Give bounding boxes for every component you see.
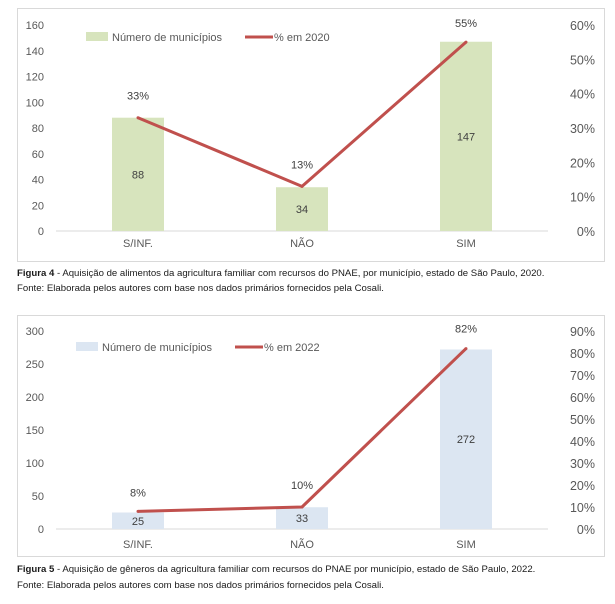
left-axis-tick-label: 200: [26, 392, 44, 404]
legend-line-label: % em 2022: [264, 342, 320, 354]
legend-bar-label: Número de municípios: [102, 342, 213, 354]
right-axis-tick-label: 0%: [577, 225, 595, 239]
bar-value-label: 33: [296, 513, 308, 525]
figure-4-caption: Figura 4 - Aquisição de alimentos da agr…: [17, 266, 544, 281]
right-axis-tick-label: 30%: [570, 457, 595, 471]
figure-5-source: Fonte: Elaborada pelos autores com base …: [17, 580, 384, 591]
percent-point: [464, 40, 468, 44]
left-axis-tick-label: 150: [26, 425, 44, 437]
right-axis-tick-label: 20%: [570, 479, 595, 493]
figure-4-svg: 0 20 40 60 80 100 120 140 160 0% 10% 20% 30% 40% 50% 60…: [26, 18, 595, 250]
right-axis-tick-label: 40%: [570, 88, 595, 102]
left-axis-tick-label: 20: [32, 200, 44, 212]
right-axis-tick-label: 50%: [570, 53, 595, 67]
percent-data-label: 33%: [127, 91, 149, 103]
right-axis-tick-label: 40%: [570, 435, 595, 449]
right-axis-tick-label: 50%: [570, 413, 595, 427]
left-axis-tick-label: 120: [26, 72, 44, 84]
left-axis-tick-label: 0: [38, 524, 44, 536]
figure-4-caption-text: - Aquisição de alimentos da agricultura …: [54, 268, 545, 279]
legend-bar-label: Número de municípios: [112, 32, 223, 44]
right-axis-tick-label: 70%: [570, 369, 595, 383]
figure-5-label: Figura 5: [17, 564, 55, 575]
bar: [440, 349, 492, 529]
percent-point: [464, 347, 468, 351]
legend-bar-swatch: [76, 342, 98, 351]
left-axis-tick-label: 50: [32, 491, 44, 503]
right-axis-tick-label: 60%: [570, 391, 595, 405]
left-axis-tick-label: 80: [32, 123, 44, 135]
right-axis-tick-label: 30%: [570, 122, 595, 136]
left-axis-tick-label: 100: [26, 458, 44, 470]
left-axis-tick-label: 300: [26, 326, 44, 338]
bar-value-label: 272: [457, 434, 475, 446]
percent-data-label: 55%: [455, 18, 477, 30]
category-label: S/INF.: [123, 238, 153, 250]
legend-bar-swatch: [86, 32, 108, 41]
figure-5-chart: 0 50 100 150 200 250 300 0% 10% 20% 30% 40% 50% 60% 70…: [17, 315, 605, 557]
left-axis-tick-label: 250: [26, 359, 44, 371]
category-label: S/INF.: [123, 539, 153, 551]
left-axis-tick-label: 140: [26, 46, 44, 58]
figure-4-chart: 0 20 40 60 80 100 120 140 160 0% 10% 20% 30% 40% 50% 60…: [17, 8, 605, 262]
figure-4-source: Fonte: Elaborada pelos autores com base …: [17, 283, 384, 294]
percent-data-label: 13%: [291, 159, 313, 171]
figure-5-caption-text: - Aquisição de gêneros da agricultura fa…: [54, 564, 536, 575]
right-axis-tick-label: 10%: [570, 191, 595, 205]
bar-value-label: 88: [132, 169, 144, 181]
right-axis-tick-label: 80%: [570, 347, 595, 361]
category-label: SIM: [456, 539, 476, 551]
left-axis-tick-label: 60: [32, 149, 44, 161]
percent-point: [136, 509, 140, 513]
left-axis-tick-label: 40: [32, 175, 44, 187]
category-label: SIM: [456, 238, 476, 250]
figure-5-caption: Figura 5 - Aquisição de gêneros da agric…: [17, 562, 535, 577]
right-axis-tick-label: 90%: [570, 325, 595, 339]
right-axis-tick-label: 60%: [570, 19, 595, 33]
right-axis-tick-label: 10%: [570, 501, 595, 515]
figure-5-svg: 0 50 100 150 200 250 300 0% 10% 20% 30% 40% 50% 60% 70…: [26, 324, 595, 551]
bar-value-label: 147: [457, 131, 475, 143]
right-axis-tick-label: 0%: [577, 523, 595, 537]
percent-point: [300, 505, 304, 509]
bar: [440, 41, 492, 231]
right-axis-tick-label: 20%: [570, 156, 595, 170]
percent-point: [300, 184, 304, 188]
percent-data-label: 8%: [130, 487, 146, 499]
bar: [276, 507, 328, 529]
bar: [112, 512, 164, 529]
bar-value-label: 34: [296, 204, 308, 216]
percent-data-label: 10%: [291, 480, 313, 492]
left-axis-tick-label: 160: [26, 20, 44, 32]
category-label: NÃO: [290, 538, 314, 551]
bar: [276, 187, 328, 231]
figure-4-label: Figura 4: [17, 268, 55, 279]
left-axis-tick-label: 0: [38, 226, 44, 238]
bar: [112, 117, 164, 231]
bar-value-label: 25: [132, 516, 144, 528]
percent-point: [136, 116, 140, 120]
legend-line-label: % em 2020: [274, 32, 330, 44]
percent-data-label: 82%: [455, 324, 477, 336]
category-label: NÃO: [290, 237, 314, 250]
left-axis-tick-label: 100: [26, 97, 44, 109]
